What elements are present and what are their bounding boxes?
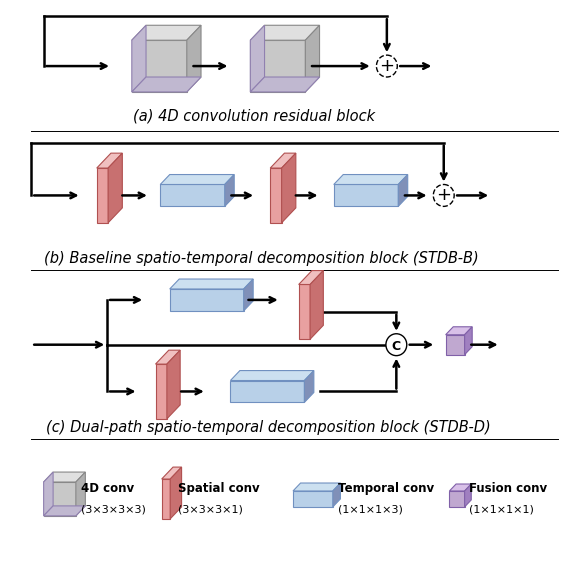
Polygon shape — [167, 350, 180, 419]
Polygon shape — [187, 25, 201, 92]
Polygon shape — [162, 467, 182, 479]
Text: (c) Dual-path spatio-temporal decomposition block (STDB-D): (c) Dual-path spatio-temporal decomposit… — [46, 420, 491, 435]
Polygon shape — [225, 174, 234, 207]
Polygon shape — [44, 472, 53, 516]
Polygon shape — [445, 327, 472, 335]
Polygon shape — [44, 472, 85, 482]
Polygon shape — [244, 279, 253, 311]
Polygon shape — [160, 185, 225, 207]
Text: (a) 4D convolution residual block: (a) 4D convolution residual block — [133, 108, 375, 123]
Text: (3×3×3×3): (3×3×3×3) — [80, 505, 145, 515]
Polygon shape — [97, 168, 108, 223]
Polygon shape — [299, 271, 323, 285]
Polygon shape — [97, 153, 122, 168]
Polygon shape — [132, 25, 201, 40]
Text: 4D conv: 4D conv — [80, 482, 134, 495]
Polygon shape — [156, 364, 167, 419]
Polygon shape — [305, 25, 320, 92]
Polygon shape — [310, 271, 323, 339]
Polygon shape — [398, 174, 408, 207]
Text: (1×1×1×1): (1×1×1×1) — [469, 505, 534, 515]
Polygon shape — [108, 153, 122, 223]
Text: Spatial conv: Spatial conv — [178, 482, 260, 495]
Polygon shape — [305, 371, 314, 402]
Polygon shape — [333, 483, 340, 507]
Polygon shape — [170, 467, 182, 519]
Polygon shape — [230, 380, 305, 402]
Text: +: + — [436, 186, 451, 204]
Polygon shape — [250, 40, 305, 92]
Polygon shape — [334, 185, 398, 207]
Circle shape — [434, 185, 454, 207]
Polygon shape — [270, 153, 296, 168]
Polygon shape — [334, 174, 408, 185]
Polygon shape — [282, 153, 296, 223]
Text: (b) Baseline spatio-temporal decomposition block (STDB-B): (b) Baseline spatio-temporal decompositi… — [44, 251, 479, 265]
Circle shape — [386, 334, 407, 355]
Polygon shape — [250, 25, 320, 40]
Text: (3×3×3×1): (3×3×3×1) — [178, 505, 243, 515]
Polygon shape — [132, 40, 187, 92]
Polygon shape — [44, 506, 85, 516]
Polygon shape — [465, 327, 472, 355]
Polygon shape — [465, 484, 471, 507]
Polygon shape — [170, 289, 244, 311]
Polygon shape — [132, 25, 146, 92]
Polygon shape — [160, 174, 234, 185]
Text: (1×1×1×3): (1×1×1×3) — [337, 505, 402, 515]
Polygon shape — [445, 335, 465, 355]
Polygon shape — [270, 168, 282, 223]
Text: C: C — [392, 340, 401, 353]
Circle shape — [376, 55, 397, 77]
Polygon shape — [449, 491, 465, 507]
Polygon shape — [250, 25, 264, 92]
Text: Temporal conv: Temporal conv — [337, 482, 434, 495]
Polygon shape — [156, 350, 180, 364]
Polygon shape — [293, 483, 340, 491]
Polygon shape — [250, 77, 320, 92]
Polygon shape — [162, 479, 170, 519]
Polygon shape — [293, 491, 333, 507]
Polygon shape — [132, 77, 201, 92]
Polygon shape — [299, 285, 310, 339]
Polygon shape — [449, 484, 471, 491]
Text: Fusion conv: Fusion conv — [469, 482, 547, 495]
Polygon shape — [230, 371, 314, 380]
Polygon shape — [44, 482, 76, 516]
Polygon shape — [170, 279, 253, 289]
Text: +: + — [379, 57, 395, 75]
Polygon shape — [76, 472, 85, 516]
